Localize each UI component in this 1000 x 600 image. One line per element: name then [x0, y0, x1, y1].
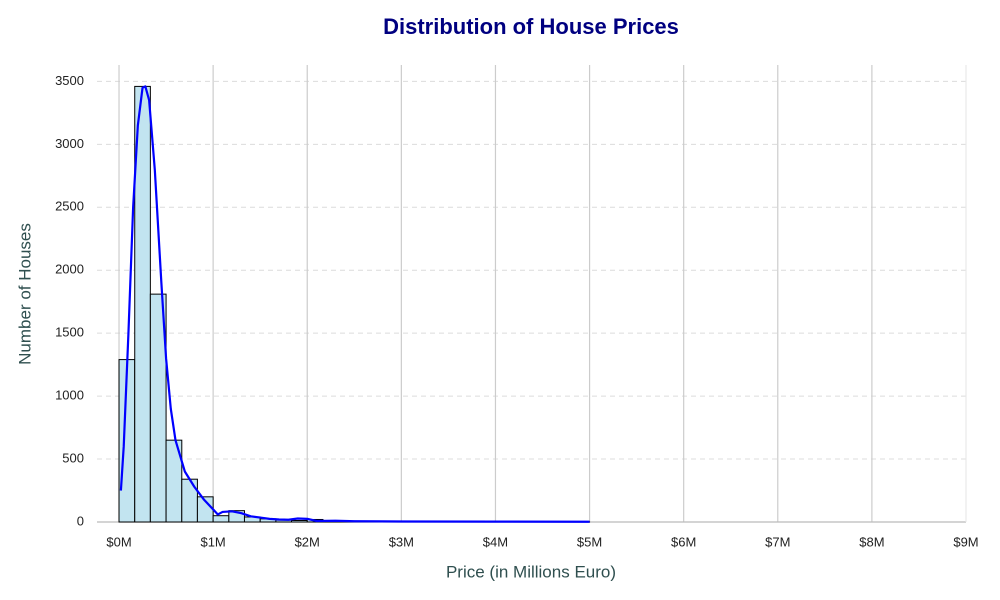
x-tick-label: $5M — [577, 534, 602, 549]
x-tick-label: $0M — [106, 534, 131, 549]
y-tick-label: 3000 — [55, 136, 84, 151]
y-tick-label: 500 — [62, 450, 84, 465]
x-axis-label: Price (in Millions Euro) — [446, 562, 616, 581]
y-tick-label: 0 — [77, 513, 84, 528]
y-axis-label: Number of Houses — [15, 223, 34, 365]
kde-line — [119, 85, 590, 523]
bar — [181, 478, 198, 523]
bar — [228, 510, 245, 523]
bar — [291, 519, 308, 523]
x-tick-label: $3M — [389, 534, 414, 549]
y-tick-label: 1500 — [55, 325, 84, 340]
y-tick-label: 1000 — [55, 388, 84, 403]
x-tick-label: $9M — [953, 534, 978, 549]
x-tick-label: $7M — [765, 534, 790, 549]
x-tick-label: $4M — [483, 534, 508, 549]
bar — [149, 293, 167, 523]
x-tick-label: $8M — [859, 534, 884, 549]
x-tick-label: $2M — [295, 534, 320, 549]
x-tick-label: $1M — [200, 534, 225, 549]
y-tick-label: 2500 — [55, 199, 84, 214]
y-tick-label: 3500 — [55, 73, 84, 88]
chart-title: Distribution of House Prices — [383, 14, 679, 39]
bar — [212, 515, 230, 523]
y-tick-label: 2000 — [55, 262, 84, 277]
x-tick-label: $6M — [671, 534, 696, 549]
